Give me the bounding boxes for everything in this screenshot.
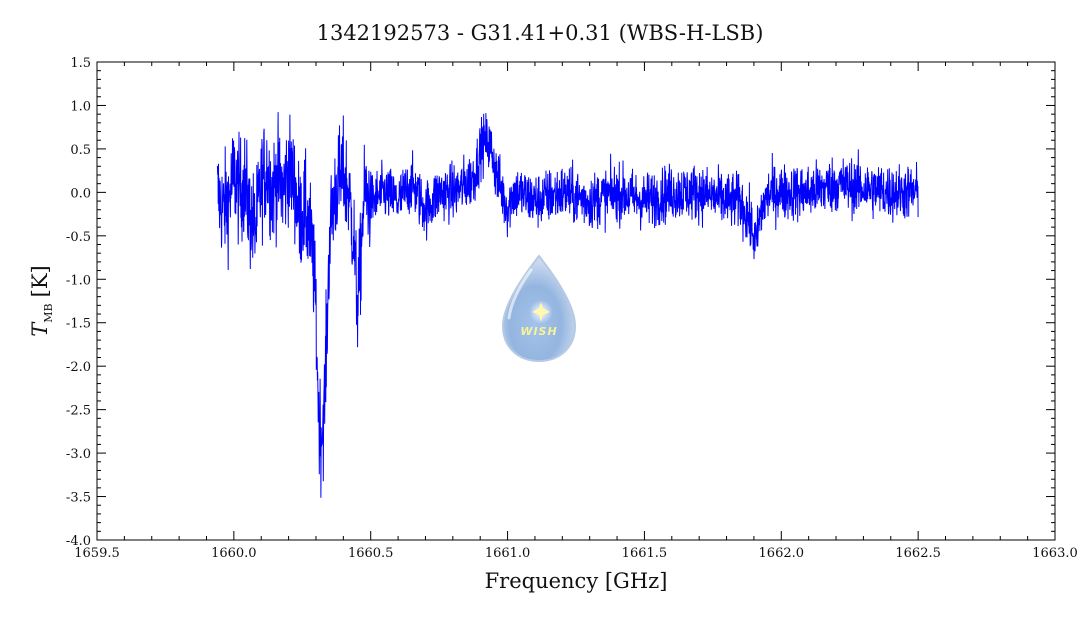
- x-axis-ticks: 1659.5 1660.0 1660.5 1661.0 1661.5 1662.0 1662…: [74, 62, 1078, 561]
- wish-logo-text: WISH: [520, 325, 557, 338]
- x-tick-label: 1661.5: [622, 546, 668, 561]
- y-tick-label: -1.5: [66, 317, 91, 332]
- x-tick-label: 1660.5: [348, 546, 394, 561]
- x-tick-label: 1661.0: [485, 546, 531, 561]
- y-tick-label: -0.5: [66, 230, 91, 245]
- y-tick-label: -2.5: [66, 404, 91, 419]
- y-tick-label: 1.0: [70, 99, 91, 114]
- spectrum-line: [216, 112, 919, 498]
- x-axis-label: Frequency [GHz]: [485, 569, 668, 593]
- spectrum-series: [216, 112, 919, 498]
- y-axis-label: TMB [K]: [28, 265, 55, 336]
- y-tick-label: 0.5: [70, 143, 91, 158]
- x-tick-label: 1663.0: [1032, 546, 1078, 561]
- chart-title: 1342192573 - G31.41+0.31 (WBS-H-LSB): [317, 21, 764, 45]
- y-tick-label: -4.0: [66, 534, 91, 549]
- x-tick-label: 1662.5: [895, 546, 941, 561]
- x-tick-label: 1659.5: [74, 546, 120, 561]
- y-tick-label: -1.0: [66, 273, 91, 288]
- y-tick-label: -2.0: [66, 360, 91, 375]
- y-axis-label-sub: MB: [42, 303, 55, 322]
- wish-logo: WISH: [501, 254, 577, 363]
- x-tick-label: 1662.0: [759, 546, 805, 561]
- y-tick-label: 0.0: [70, 186, 91, 201]
- x-tick-label: 1660.0: [211, 546, 257, 561]
- y-tick-label: -3.0: [66, 447, 91, 462]
- y-axis-ticks: 1.5 1.0 0.5 0.0 -0.5 -1.0 -1.5 -2.0 -2.5 -3.0 -3.5…: [66, 56, 1055, 549]
- svg-text:TMB[K]: TMB [K]: [28, 265, 55, 336]
- y-tick-label: 1.5: [70, 56, 91, 71]
- y-axis-label-unit: [K]: [28, 265, 52, 297]
- y-tick-label: -3.5: [66, 491, 91, 506]
- plot-frame: [96, 61, 1056, 541]
- y-axis-label-main: T: [28, 321, 52, 337]
